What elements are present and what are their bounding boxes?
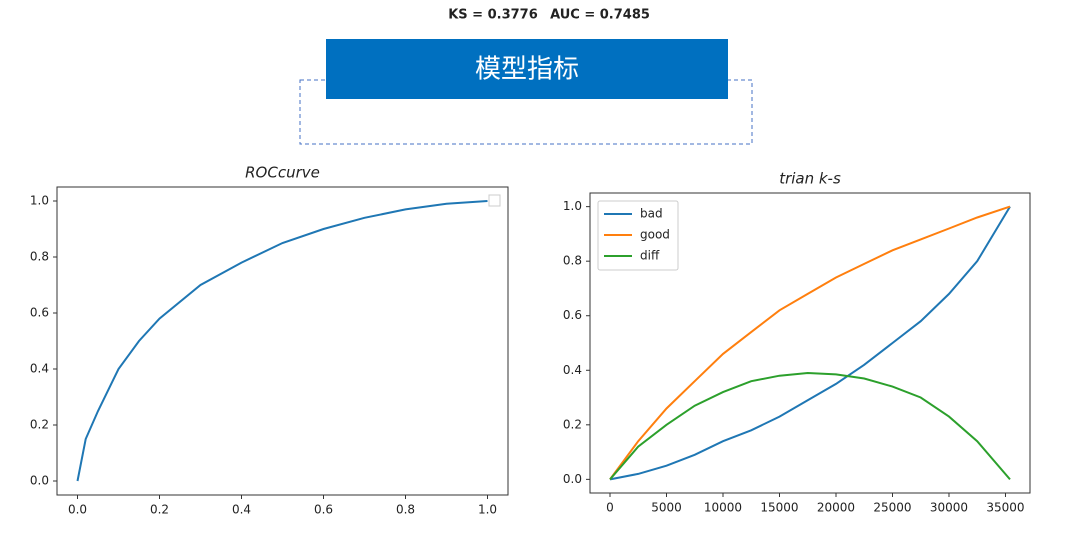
x-tick-label: 0 <box>606 501 614 515</box>
y-tick-label: 0.0 <box>30 474 49 488</box>
legend-label: diff <box>640 249 660 263</box>
y-tick-label: 0.4 <box>30 362 49 376</box>
x-tick-label: 35000 <box>986 501 1024 515</box>
legend-label: bad <box>640 207 663 221</box>
section-title: 模型指标 <box>475 55 579 85</box>
line <box>609 206 1011 481</box>
x-tick-label: 25000 <box>873 501 911 515</box>
y-tick-label: 0.0 <box>563 472 582 486</box>
x-tick-label: 1.0 <box>478 503 497 517</box>
x-tick-label: 15000 <box>760 501 798 515</box>
y-tick-label: 0.8 <box>30 250 49 264</box>
title-box <box>326 39 728 99</box>
x-tick-label: 20000 <box>817 501 855 515</box>
y-tick-label: 0.2 <box>30 418 49 432</box>
y-tick-label: 1.0 <box>563 199 582 213</box>
x-tick-label: 5000 <box>651 501 682 515</box>
y-tick-label: 1.0 <box>30 194 49 208</box>
x-tick-label: 0.2 <box>150 503 169 517</box>
y-tick-label: 0.6 <box>30 306 49 320</box>
ks-label: KS = 0.3776 <box>448 8 538 23</box>
legend-box <box>597 200 679 271</box>
line <box>609 205 1011 480</box>
y-tick-label: 0.8 <box>563 254 582 268</box>
line <box>609 371 1011 481</box>
x-tick-label: 10000 <box>704 501 742 515</box>
auc-label: AUC = 0.7485 <box>550 8 650 23</box>
chart-title: trian k-s <box>779 170 841 188</box>
x-tick-label: 0.0 <box>68 503 87 517</box>
plot-frame <box>56 186 509 496</box>
chart-title: ROCcurve <box>245 164 320 182</box>
x-tick-label: 0.6 <box>314 503 333 517</box>
y-tick-label: 0.2 <box>563 417 582 431</box>
empty-legend <box>488 194 501 207</box>
legend-label: good <box>640 228 670 242</box>
x-tick-label: 0.8 <box>396 503 415 517</box>
line <box>76 200 488 482</box>
plot-frame <box>589 192 1031 494</box>
y-tick-label: 0.4 <box>563 363 582 377</box>
y-tick-label: 0.6 <box>563 308 582 322</box>
x-tick-label: 30000 <box>930 501 968 515</box>
x-tick-label: 0.4 <box>232 503 251 517</box>
